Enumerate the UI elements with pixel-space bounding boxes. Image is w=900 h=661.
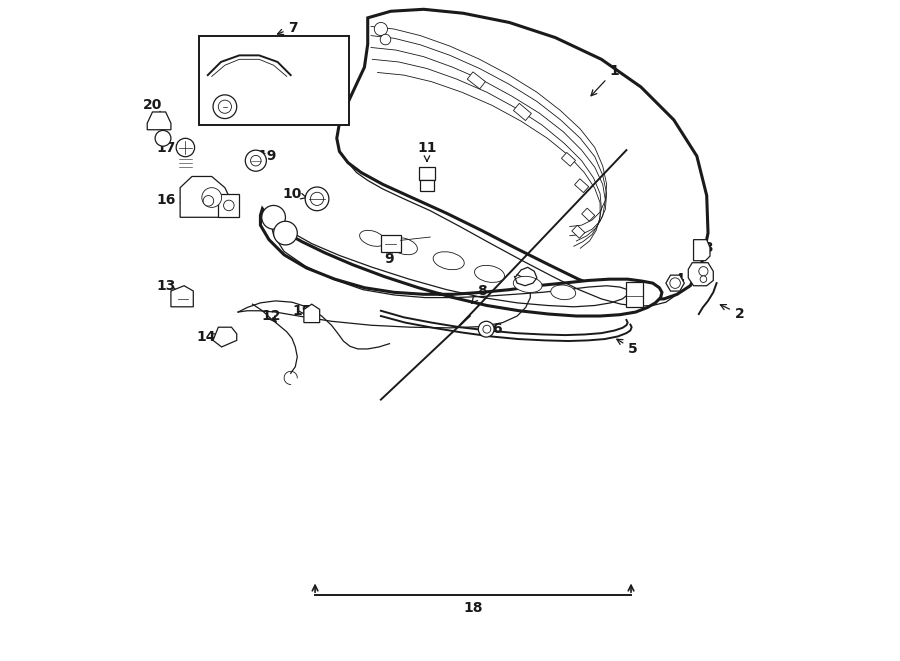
Circle shape <box>483 325 490 333</box>
Text: 20: 20 <box>143 98 162 118</box>
Polygon shape <box>688 262 714 286</box>
Bar <box>199 36 348 125</box>
Text: 15: 15 <box>292 304 311 318</box>
Polygon shape <box>574 178 589 192</box>
Text: 18: 18 <box>464 602 482 615</box>
Text: 6: 6 <box>490 322 502 336</box>
Text: 2: 2 <box>720 305 744 321</box>
Polygon shape <box>260 209 662 316</box>
Bar <box>626 282 643 307</box>
Ellipse shape <box>391 238 418 254</box>
Polygon shape <box>694 240 710 260</box>
Circle shape <box>202 188 221 208</box>
Polygon shape <box>171 286 194 307</box>
Ellipse shape <box>360 230 385 247</box>
Circle shape <box>223 200 234 211</box>
Text: 9: 9 <box>384 247 394 266</box>
Polygon shape <box>304 304 320 323</box>
Ellipse shape <box>551 285 576 299</box>
Ellipse shape <box>433 252 464 270</box>
Text: 3: 3 <box>699 241 713 258</box>
Circle shape <box>246 150 266 171</box>
Polygon shape <box>148 112 171 130</box>
Polygon shape <box>562 153 575 167</box>
Circle shape <box>698 266 708 276</box>
Polygon shape <box>572 225 585 238</box>
Circle shape <box>250 155 261 166</box>
Polygon shape <box>337 9 708 299</box>
Text: 8: 8 <box>472 284 487 303</box>
Bar <box>419 167 435 180</box>
Circle shape <box>305 187 328 211</box>
Text: 13: 13 <box>156 279 178 294</box>
Text: 1: 1 <box>591 63 619 96</box>
Text: 17: 17 <box>156 141 182 155</box>
Circle shape <box>374 22 388 36</box>
Polygon shape <box>180 176 230 217</box>
Circle shape <box>670 278 680 288</box>
Text: 14: 14 <box>197 330 220 344</box>
Circle shape <box>274 221 297 245</box>
Text: 4: 4 <box>671 272 684 286</box>
Polygon shape <box>666 275 684 291</box>
Circle shape <box>203 196 213 206</box>
Circle shape <box>219 100 231 113</box>
Circle shape <box>700 276 706 282</box>
Text: 19: 19 <box>257 149 276 163</box>
Circle shape <box>380 34 391 45</box>
Polygon shape <box>213 327 237 347</box>
Circle shape <box>176 138 194 157</box>
Polygon shape <box>467 72 485 89</box>
Ellipse shape <box>474 265 505 282</box>
Circle shape <box>213 95 237 118</box>
Circle shape <box>155 130 171 146</box>
Text: 7: 7 <box>277 20 298 35</box>
Circle shape <box>478 321 494 337</box>
Polygon shape <box>581 208 595 221</box>
Bar <box>420 180 434 191</box>
Text: 16: 16 <box>156 193 185 207</box>
Bar <box>381 235 400 252</box>
Polygon shape <box>219 194 239 217</box>
Text: 12: 12 <box>261 309 281 323</box>
Polygon shape <box>513 103 531 120</box>
Circle shape <box>310 192 324 206</box>
Circle shape <box>262 206 285 229</box>
Text: 5: 5 <box>616 339 638 356</box>
Ellipse shape <box>513 276 542 293</box>
Text: 10: 10 <box>283 186 307 200</box>
Text: 11: 11 <box>418 141 436 161</box>
